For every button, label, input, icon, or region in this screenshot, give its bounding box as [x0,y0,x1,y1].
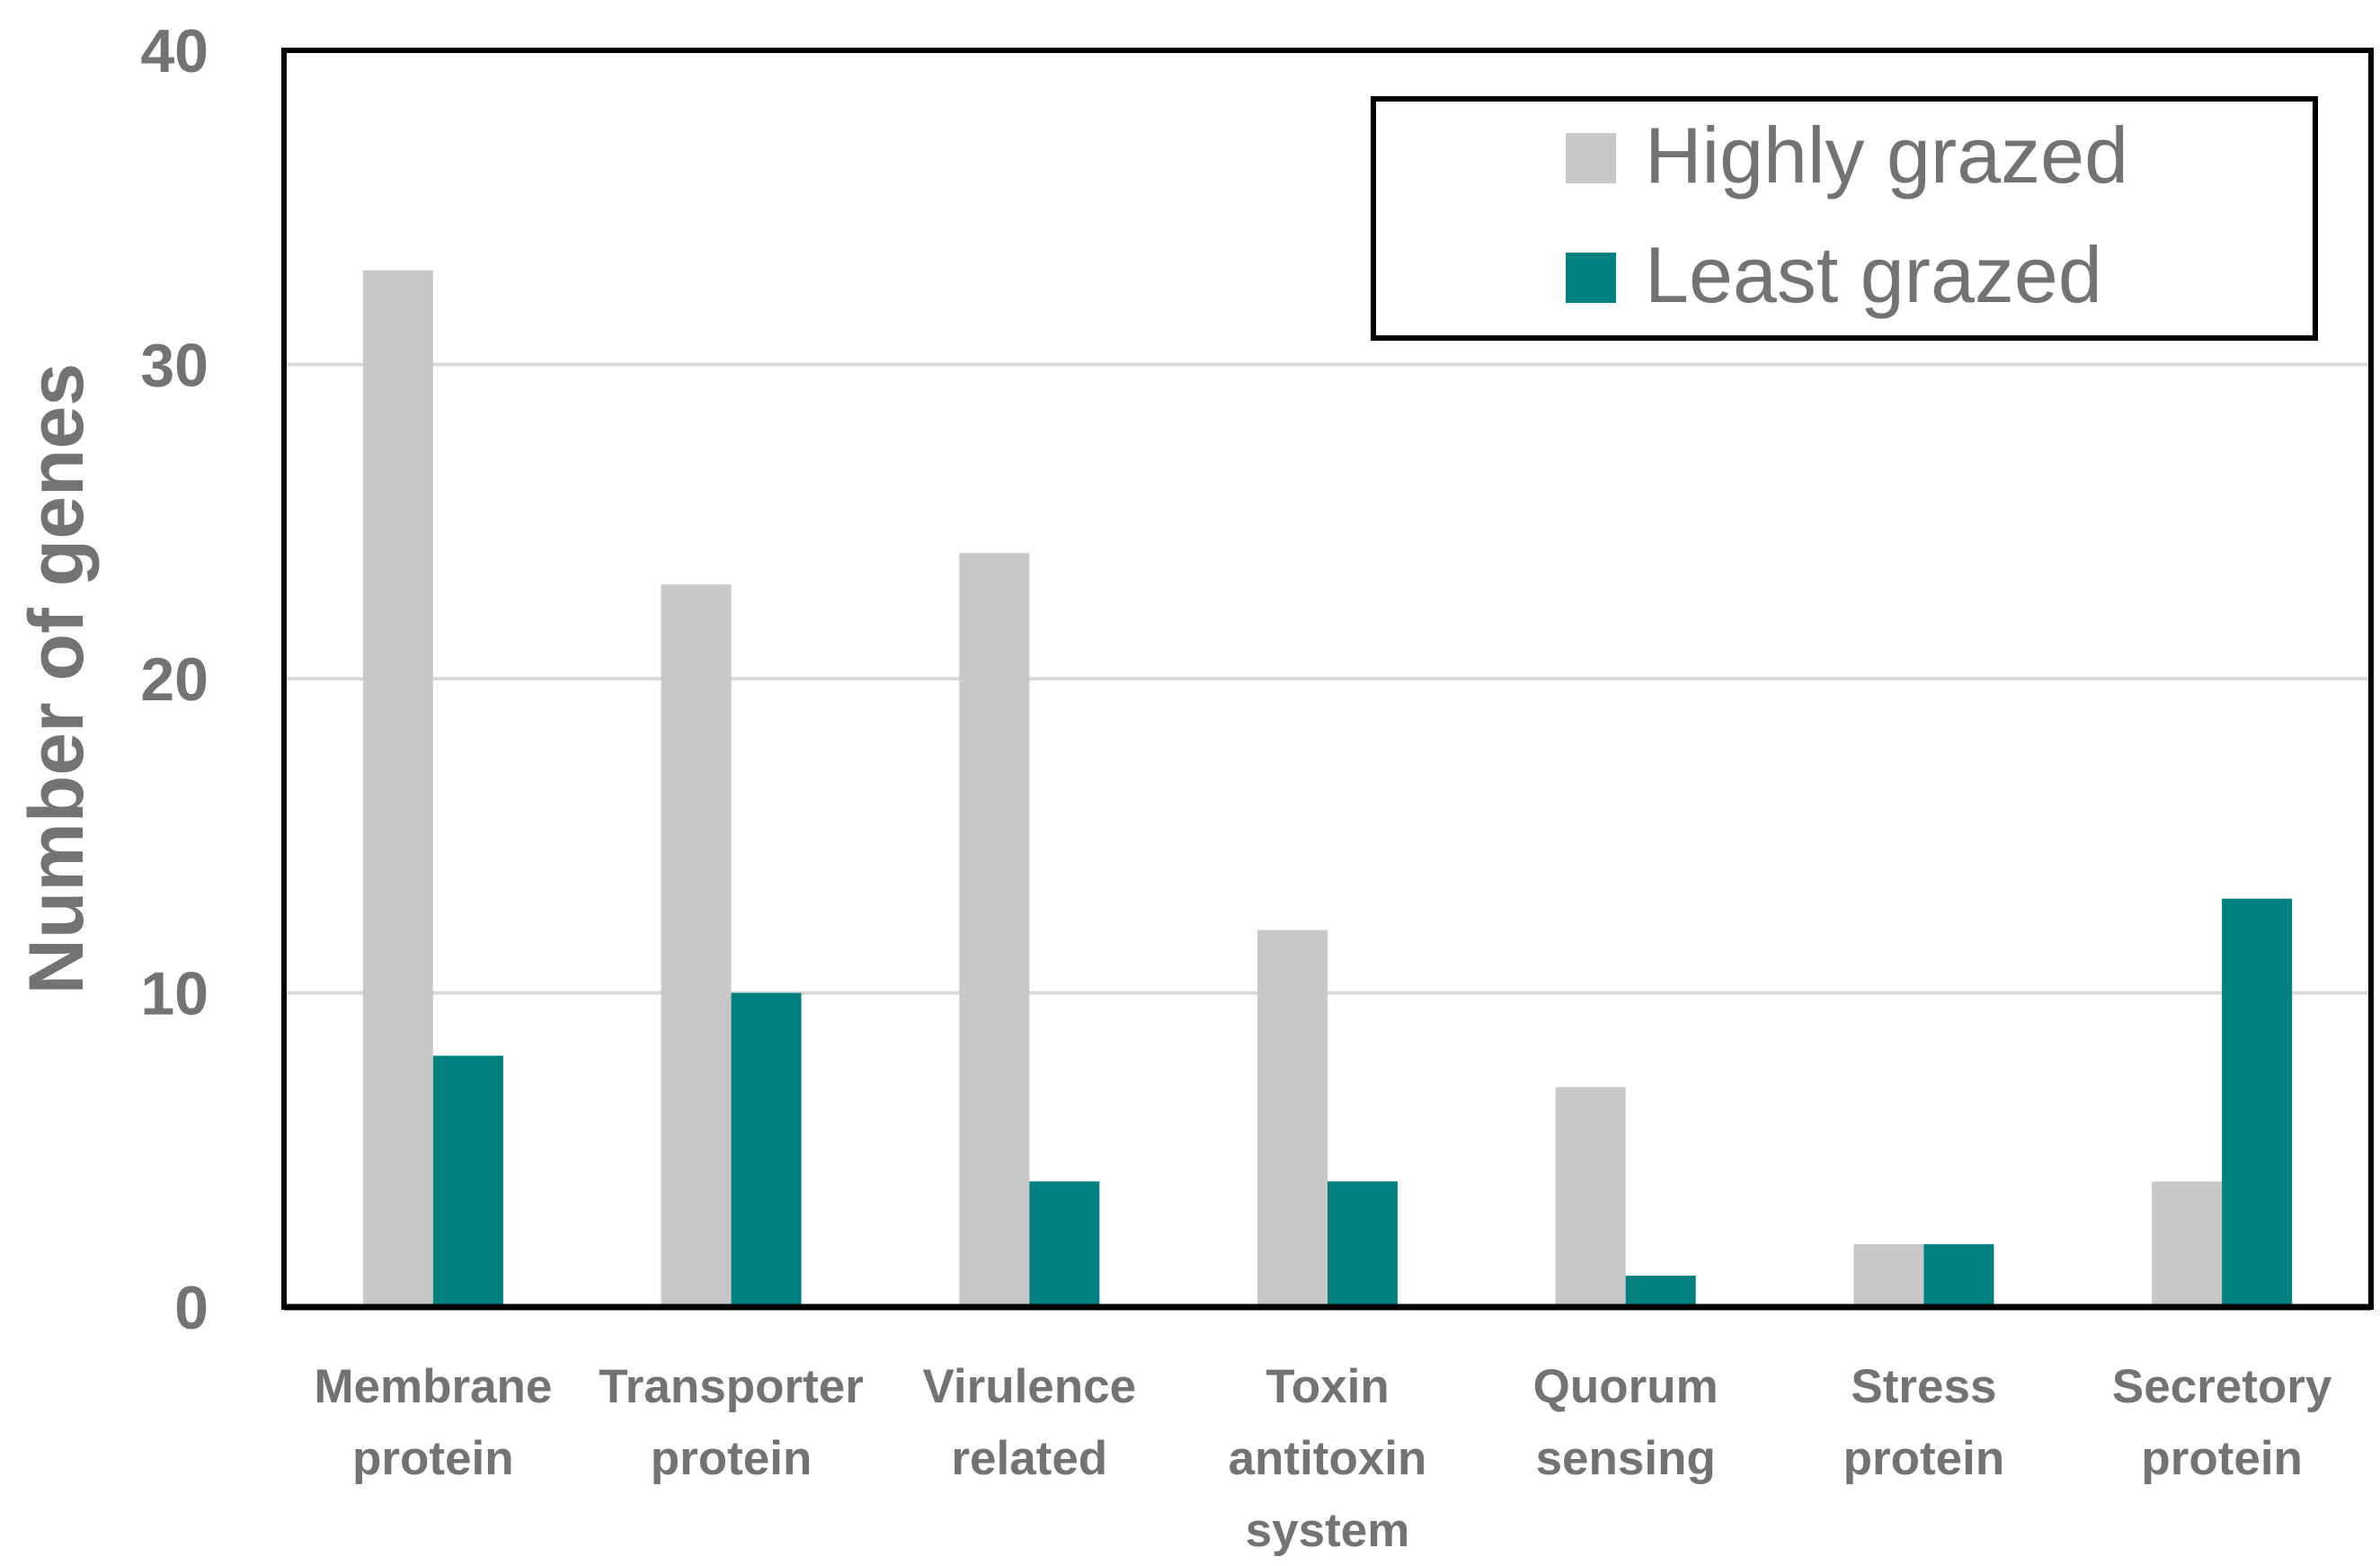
bar-least-grazed-membrane-protein [432,1055,503,1307]
x-tick-label-toxin-antitoxin-system-line-1: Toxin [1265,1360,1389,1413]
bar-least-grazed-secretory-protein [2222,898,2293,1307]
bar-least-grazed-quorum-sensing [1625,1276,1696,1307]
gridlines [284,362,2371,995]
y-tick-label-30: 30 [140,332,209,400]
bar-least-grazed-transporter-protein [731,992,802,1307]
x-tick-label-toxin-antitoxin-system-line-2: antitoxin [1229,1432,1427,1485]
x-tick-label-transporter-protein-line-2: protein [651,1432,813,1485]
x-tick-label-stress-protein-line-2: protein [1843,1432,2005,1485]
y-tick-label-10: 10 [140,960,209,1028]
bar-highly-grazed-stress-protein [1853,1244,1924,1307]
bar-least-grazed-virulence-related [1029,1181,1100,1307]
x-tick-label-secretory-protein-line-2: protein [2141,1432,2303,1485]
legend-swatch-highly-grazed [1566,133,1616,183]
x-tick-label-transporter-protein-line-1: Transporter [599,1360,864,1413]
x-tick-labels: Membrane protein Transporter protein Virulen… [314,1360,2332,1557]
x-tick-label-virulence-related-line-1: Virulence [922,1360,1136,1413]
x-tick-label-membrane-protein-line-1: Membrane [314,1360,552,1413]
legend-swatch-least-grazed [1566,253,1616,303]
bar-highly-grazed-virulence-related [959,553,1030,1307]
x-tick-label-quorum-sensing-line-1: Quorum [1533,1360,1718,1413]
legend: Highly grazed Least grazed [1371,96,2318,341]
legend-label-least-grazed: Least grazed [1645,230,2102,319]
bars [362,270,2293,1307]
bar-least-grazed-toxin-antitoxin-system [1328,1181,1398,1307]
bar-highly-grazed-secretory-protein [2152,1181,2223,1307]
x-tick-label-secretory-protein-line-1: Secretory [2112,1360,2332,1413]
y-tick-label-20: 20 [140,645,209,714]
x-tick-label-virulence-related-line-2: related [951,1432,1107,1485]
y-axis-title: Number of genes [13,363,100,994]
x-tick-label-stress-protein-line-1: Stress [1851,1360,1996,1413]
bar-highly-grazed-toxin-antitoxin-system [1257,930,1328,1307]
legend-frame [1371,96,2318,341]
y-tick-label-40: 40 [140,17,209,85]
bar-highly-grazed-membrane-protein [362,270,433,1307]
y-tick-label-0: 0 [174,1274,209,1342]
bar-highly-grazed-transporter-protein [661,584,732,1307]
bar-highly-grazed-quorum-sensing [1555,1087,1626,1307]
bar-least-grazed-stress-protein [1923,1244,1994,1307]
legend-label-highly-grazed: Highly grazed [1645,111,2128,200]
y-tick-labels: 0 10 20 30 40 [140,17,209,1342]
x-tick-label-toxin-antitoxin-system-line-3: system [1246,1504,1410,1557]
x-tick-label-membrane-protein-line-2: protein [352,1432,514,1485]
x-tick-label-quorum-sensing-line-2: sensing [1536,1432,1716,1485]
